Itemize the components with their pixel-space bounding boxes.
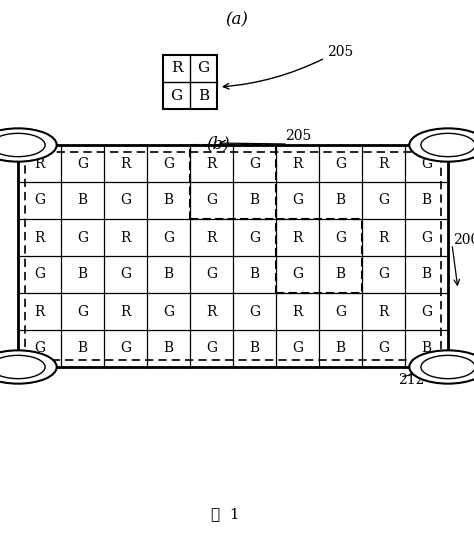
Text: R: R [378,305,389,319]
Text: 212: 212 [398,373,424,387]
Text: G: G [335,157,346,171]
Text: G: G [34,193,45,208]
Text: G: G [77,305,88,319]
Text: R: R [171,61,182,75]
Text: R: R [120,305,131,319]
Text: R: R [206,230,217,244]
Text: B: B [164,268,173,281]
Text: (a): (a) [226,11,248,29]
Ellipse shape [0,133,45,157]
Text: R: R [378,230,389,244]
Ellipse shape [421,356,474,379]
Ellipse shape [410,128,474,162]
Ellipse shape [0,356,45,379]
Text: G: G [378,193,389,208]
Text: G: G [120,341,131,356]
Text: B: B [249,193,260,208]
Text: G: G [421,230,432,244]
Text: R: R [34,157,45,171]
Text: G: G [34,268,45,281]
Text: R: R [292,157,303,171]
Text: G: G [206,341,217,356]
Bar [276,219,362,293]
Text: G: G [197,61,210,75]
Text: R: R [292,305,303,319]
Text: G: G [77,230,88,244]
Text: G: G [34,341,45,356]
Ellipse shape [0,128,57,162]
Text: G: G [378,341,389,356]
Bar [25,152,441,360]
Text: B: B [77,268,88,281]
Text: B: B [198,88,209,102]
Text: B: B [421,341,431,356]
Text: G: G [206,268,217,281]
Ellipse shape [410,350,474,384]
Text: G: G [249,305,260,319]
Text: G: G [249,230,260,244]
Text: G: G [249,157,260,171]
Text: B: B [164,193,173,208]
Bar [190,145,276,219]
Text: G: G [206,193,217,208]
Text: G: G [77,157,88,171]
Text: 211: 211 [3,147,29,161]
Text: B: B [164,341,173,356]
Text: R: R [34,305,45,319]
Text: G: G [335,230,346,244]
Text: G: G [163,230,174,244]
Text: B: B [249,268,260,281]
Text: R: R [120,157,131,171]
Text: 200: 200 [453,233,474,247]
Text: R: R [34,230,45,244]
Text: B: B [421,193,431,208]
Text: G: G [163,305,174,319]
Text: R: R [292,230,303,244]
Text: (b): (b) [206,136,230,152]
Text: G: G [170,88,182,102]
Bar [163,55,217,109]
Text: B: B [77,341,88,356]
Text: R: R [378,157,389,171]
Ellipse shape [0,350,57,384]
Text: G: G [292,268,303,281]
Text: G: G [421,305,432,319]
Text: B: B [421,268,431,281]
Text: G: G [120,268,131,281]
Text: B: B [336,268,346,281]
Ellipse shape [421,133,474,157]
Text: G: G [292,341,303,356]
Bar [18,145,448,367]
Text: B: B [249,341,260,356]
Text: R: R [206,305,217,319]
Text: 图  1: 图 1 [210,507,239,521]
Text: B: B [336,193,346,208]
Text: G: G [335,305,346,319]
Text: B: B [336,341,346,356]
Text: G: G [292,193,303,208]
Text: G: G [163,157,174,171]
Text: R: R [120,230,131,244]
Text: B: B [77,193,88,208]
Text: 205: 205 [327,45,353,59]
Text: 205: 205 [285,129,311,143]
Text: G: G [120,193,131,208]
Text: R: R [206,157,217,171]
Text: G: G [421,157,432,171]
Text: G: G [378,268,389,281]
